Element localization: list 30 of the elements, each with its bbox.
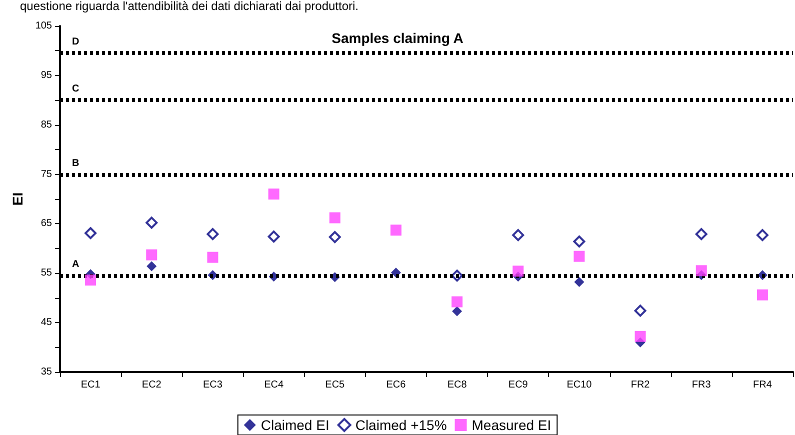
x-tick-label: EC5 [325, 380, 346, 390]
x-tick-label: FR3 [692, 380, 712, 390]
y-tick-label: 45 [40, 317, 52, 328]
x-tick-label: EC3 [202, 380, 223, 390]
x-tick-label: EC10 [566, 380, 592, 390]
text: questione riguarda l'attendibilità dei dati dichiarati dai produttori. [20, 0, 359, 13]
x-tick-label: EC6 [386, 380, 406, 390]
ref-line-label: B [72, 158, 80, 169]
x-tick-label: FR2 [630, 380, 650, 390]
y-tick-label: 105 [35, 20, 52, 32]
y-tick-label: 95 [40, 70, 52, 81]
ref-line-label: C [72, 84, 80, 95]
y-tick-label: 75 [40, 168, 52, 180]
x-tick-label: EC9 [508, 380, 528, 390]
legend-label: Claimed EI [260, 417, 330, 433]
chart-title: Samples claiming A [332, 30, 464, 46]
ref-line-label: A [72, 259, 80, 270]
y-axis-title: EI [9, 192, 26, 206]
x-tick-label: EC2 [142, 380, 162, 390]
y-tick-label: 35 [40, 366, 52, 378]
y-tick-label: 85 [40, 119, 52, 130]
y-tick-label: 55 [40, 268, 52, 279]
legend-label: Claimed +15% [355, 417, 447, 433]
x-tick-label: EC8 [447, 380, 468, 390]
x-tick-label: FR4 [753, 380, 772, 390]
ref-line-label: D [72, 36, 80, 48]
x-tick-label: EC4 [264, 380, 284, 390]
y-tick-label: 65 [40, 218, 52, 230]
legend-label: Measured EI [472, 417, 552, 433]
x-tick-label: EC1 [80, 380, 101, 390]
